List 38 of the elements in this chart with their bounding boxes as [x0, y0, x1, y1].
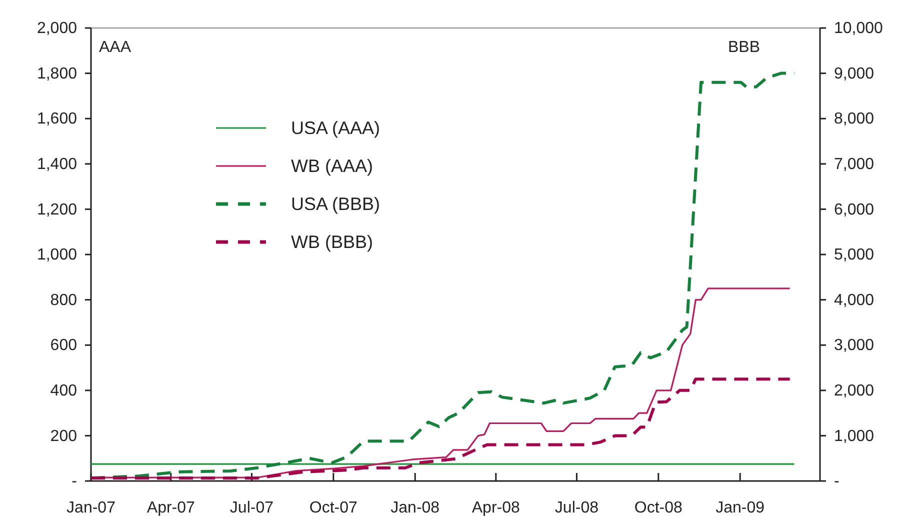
legend-label: WB (BBB) [291, 232, 374, 252]
y-tick-label: 600 [50, 337, 78, 354]
y-tick-label: 1,400 [36, 156, 78, 174]
x-tick-label: Jan-08 [390, 499, 440, 516]
x-tick-label: Jan-07 [66, 499, 116, 516]
y2-tick-label: - [834, 473, 840, 490]
y2-tick-label: 10,000 [834, 20, 884, 38]
y2-tick-label: 1,000 [834, 428, 874, 445]
legend-label: USA (BBB) [291, 194, 380, 214]
line-series [90, 378, 792, 480]
x-tick-label: Oct-07 [309, 499, 358, 516]
legend-label: USA (AAA) [291, 118, 380, 138]
y-tick-label: 400 [50, 382, 78, 400]
x-tick-label: Apr-07 [146, 499, 196, 516]
annotation: BBB [728, 39, 760, 56]
y2-tick-label: 7,000 [834, 156, 874, 174]
legend-label: WB (AAA) [291, 156, 374, 176]
x-tick-label: Jan-09 [716, 499, 765, 516]
y2-tick-label: 6,000 [834, 201, 874, 218]
y-tick-label: 1,000 [36, 246, 78, 264]
y-tick-label: - [72, 473, 77, 490]
y2-tick-label: 3,000 [834, 337, 874, 354]
y-tick-label: 1,200 [36, 201, 78, 218]
y2-tick-label: 4,000 [834, 292, 874, 309]
y-tick-label: 1,600 [36, 110, 78, 128]
y2-tick-label: 8,000 [834, 110, 874, 128]
x-tick-label: Jul-08 [554, 499, 599, 516]
x-tick-label: Apr-08 [472, 499, 520, 516]
y-tick-label: 200 [50, 428, 78, 445]
x-tick-label: Oct-08 [634, 499, 683, 516]
y-tick-label: 1,800 [36, 65, 78, 82]
y-tick-label: 2,000 [36, 20, 78, 38]
annotation: AAA [99, 39, 132, 56]
y2-tick-label: 2,000 [834, 382, 874, 400]
y2-tick-label: 9,000 [834, 65, 874, 82]
y-tick-label: 800 [50, 292, 78, 309]
x-tick-label: Jul-07 [230, 499, 274, 516]
y2-tick-label: 5,000 [834, 246, 874, 264]
